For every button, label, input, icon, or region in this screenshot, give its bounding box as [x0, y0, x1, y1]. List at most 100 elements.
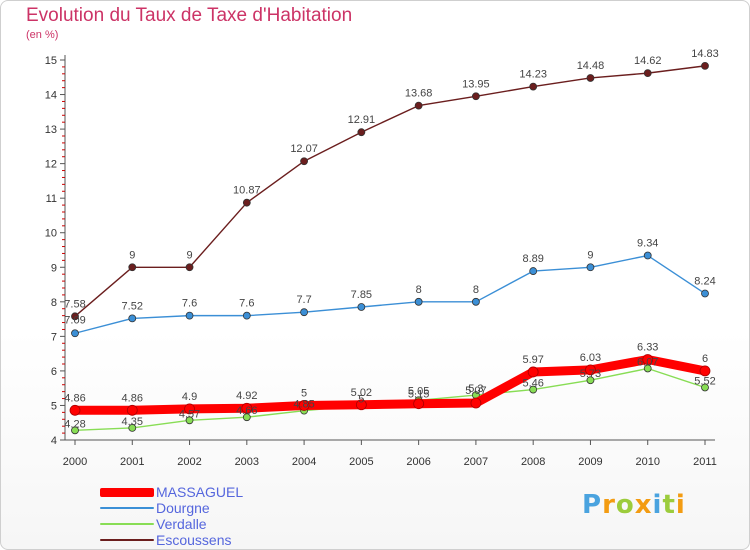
data-label: 4.28 — [64, 418, 85, 430]
legend-item-dourgne: Dourgne — [100, 500, 300, 516]
data-label: 4.92 — [236, 390, 257, 402]
data-label: 5.46 — [522, 378, 543, 390]
data-point — [643, 69, 652, 78]
data-label: 8.89 — [522, 253, 543, 265]
y-tick-label: 13 — [45, 124, 57, 136]
legend-swatch — [100, 487, 154, 497]
data-label: 9 — [587, 249, 593, 261]
data-point — [242, 198, 251, 207]
proxiti-logo: Proxiti — [582, 490, 686, 520]
data-label: 5.15 — [408, 388, 429, 400]
x-tick-label: 2002 — [177, 456, 201, 468]
y-tick-label: 15 — [45, 55, 57, 67]
data-point — [643, 364, 652, 373]
data-label: 14.83 — [691, 48, 719, 60]
data-label: 7.85 — [351, 289, 372, 301]
data-point — [585, 364, 596, 376]
data-label: 9.34 — [637, 238, 658, 250]
x-tick-label: 2006 — [406, 456, 430, 468]
data-label: 8 — [473, 284, 479, 296]
y-tick-label: 7 — [51, 331, 57, 343]
data-point — [128, 263, 137, 272]
data-label: 7.52 — [122, 300, 143, 312]
data-point — [241, 402, 253, 414]
data-label: 7.09 — [64, 314, 85, 326]
data-point — [71, 312, 79, 321]
data-label: 6.03 — [580, 352, 601, 364]
data-label: 5.02 — [351, 387, 372, 399]
y-tick-label: 8 — [51, 297, 57, 309]
data-point — [586, 74, 595, 82]
data-label: 10.87 — [233, 185, 261, 197]
data-point — [185, 263, 194, 272]
data-label: 4.9 — [182, 391, 197, 403]
legend-label: Verdalle — [156, 516, 207, 532]
data-label: 8.24 — [694, 276, 715, 288]
y-tick-label: 6 — [51, 366, 57, 378]
data-label: 14.48 — [577, 60, 605, 72]
x-tick-label: 2008 — [521, 456, 545, 468]
data-point — [300, 157, 308, 166]
data-label: 4.85 — [293, 399, 314, 411]
y-tick-label: 4 — [51, 435, 57, 447]
x-tick-label: 2000 — [63, 456, 87, 468]
x-tick-label: 2007 — [464, 456, 488, 468]
data-label: 9 — [186, 249, 192, 261]
data-label: 5.97 — [522, 354, 543, 366]
data-label: 12.07 — [290, 143, 318, 155]
data-label: 5.52 — [694, 375, 715, 387]
data-label: 9 — [129, 249, 135, 261]
data-point — [242, 311, 251, 320]
legend-item-escoussens: Escoussens — [100, 532, 300, 548]
data-point — [701, 289, 709, 298]
data-point — [470, 397, 482, 409]
data-point — [529, 385, 538, 394]
y-tick-label: 9 — [51, 262, 57, 274]
legend-label: MASSAGUEL — [156, 484, 244, 500]
chart-title: Evolution du Taux de Taxe d'Habitation — [26, 5, 353, 26]
data-label: 5.73 — [580, 368, 601, 380]
data-point — [472, 92, 480, 101]
x-tick-label: 2010 — [635, 456, 659, 468]
data-point — [414, 101, 423, 110]
data-point — [701, 61, 709, 70]
data-point — [126, 404, 138, 416]
data-point — [414, 297, 423, 306]
data-label: 14.62 — [634, 55, 662, 67]
legend-swatch — [100, 523, 154, 525]
data-point — [701, 383, 709, 392]
data-point — [69, 404, 81, 416]
data-label: 5.05 — [408, 386, 429, 398]
data-point — [185, 311, 194, 320]
data-point — [413, 398, 425, 410]
data-label: 4.66 — [236, 405, 257, 417]
data-label: 7.6 — [182, 298, 197, 310]
series-line-escoussens — [74, 65, 706, 318]
x-tick-label: 2005 — [349, 456, 373, 468]
data-point — [586, 263, 595, 272]
data-point — [586, 376, 595, 385]
x-tick-label: 2001 — [120, 456, 144, 468]
data-point — [184, 403, 195, 415]
y-tick-label: 12 — [45, 159, 57, 171]
legend-item-massaguel: MASSAGUEL — [100, 484, 300, 500]
x-tick-label: 2004 — [292, 456, 316, 468]
data-label: 14.23 — [519, 69, 547, 81]
legend-swatch — [100, 507, 154, 509]
data-label: 5.07 — [465, 385, 486, 397]
data-point — [529, 267, 538, 275]
data-point — [355, 399, 367, 411]
series-line-massaguel — [70, 355, 710, 415]
data-label: 5.3 — [468, 383, 483, 395]
data-point — [357, 128, 366, 137]
data-label: 6 — [702, 353, 708, 365]
data-label: 4.86 — [122, 392, 143, 404]
data-point — [472, 297, 480, 306]
data-label: 6.07 — [637, 356, 658, 368]
legend-label: Escoussens — [156, 532, 232, 548]
data-label: 6.33 — [637, 342, 658, 354]
data-point — [71, 426, 79, 435]
data-point — [643, 251, 652, 260]
y-tick-label: 10 — [45, 228, 57, 240]
